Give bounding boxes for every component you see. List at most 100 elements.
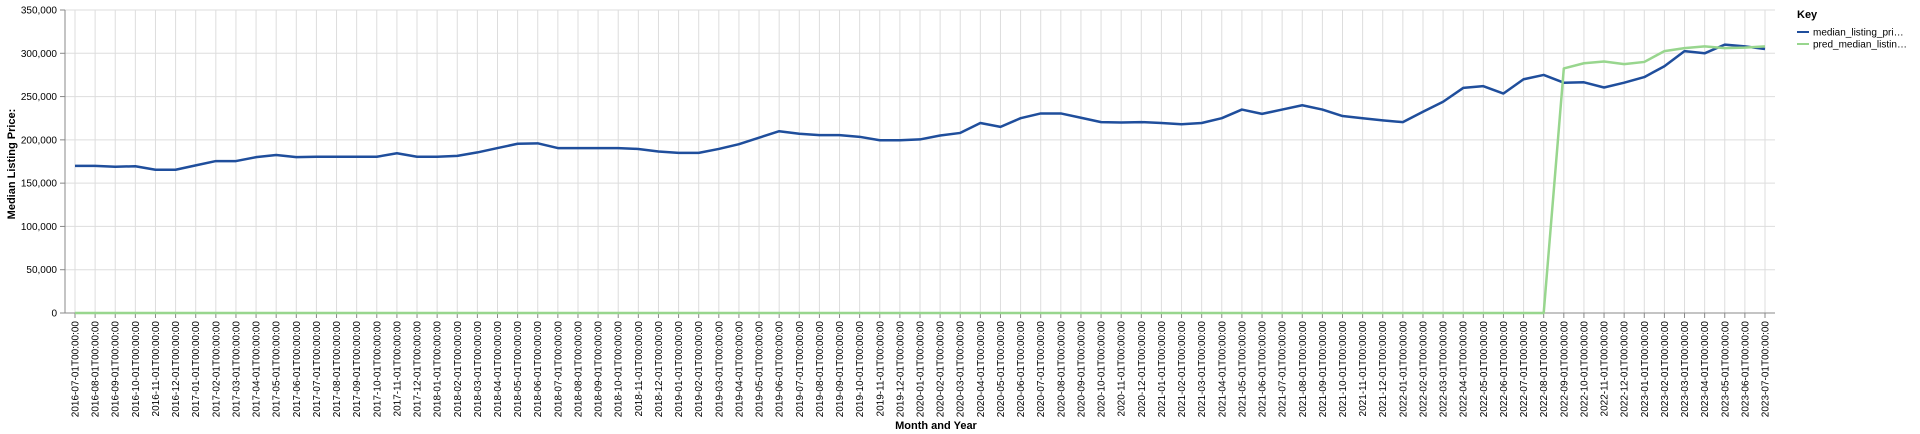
x-tick-label: 2017-04-01T00:00:00 [252, 321, 263, 418]
x-tick-label: 2022-02-01T00:00:00 [1418, 321, 1429, 418]
series-line-median-listing-pri[interactable] [75, 43, 1766, 171]
x-tick-label: 2022-03-01T00:00:00 [1439, 321, 1450, 418]
x-tick-label: 2016-10-01T00:00:00 [131, 321, 142, 418]
x-tick-label: 2018-01-01T00:00:00 [433, 321, 444, 418]
y-tick-label: 0 [51, 309, 57, 320]
gridlines [65, 9, 1775, 314]
x-tick-label: 2022-11-01T00:00:00 [1600, 321, 1611, 417]
x-axis-title: Month and Year [895, 420, 977, 432]
y-tick-label: 200,000 [21, 135, 58, 146]
x-tick-label: 2018-09-01T00:00:00 [594, 321, 605, 418]
x-tick-label: 2017-12-01T00:00:00 [413, 321, 424, 418]
x-tick-label: 2019-10-01T00:00:00 [855, 321, 866, 418]
x-tick-label: 2023-03-01T00:00:00 [1680, 321, 1691, 418]
x-tick-label: 2021-05-01T00:00:00 [1237, 321, 1248, 418]
x-tick-label: 2018-06-01T00:00:00 [533, 321, 544, 418]
x-tick-label: 2018-07-01T00:00:00 [553, 321, 564, 418]
x-tick-label: 2017-02-01T00:00:00 [211, 321, 222, 418]
x-tick-label: 2018-03-01T00:00:00 [473, 321, 484, 418]
x-tick-label: 2020-11-01T00:00:00 [1117, 321, 1128, 417]
x-tick-label: 2016-12-01T00:00:00 [171, 321, 182, 418]
x-tick-label: 2019-08-01T00:00:00 [815, 321, 826, 418]
x-tick-label: 2018-04-01T00:00:00 [493, 321, 504, 418]
x-tick-label: 2016-11-01T00:00:00 [151, 321, 162, 417]
legend-item-pred-median-listing-price[interactable]: pred_median_listin… [1797, 40, 1907, 51]
x-tick-label: 2017-11-01T00:00:00 [392, 321, 403, 417]
x-tick-label: 2021-08-01T00:00:00 [1298, 321, 1309, 418]
x-tick-label: 2018-08-01T00:00:00 [573, 321, 584, 418]
y-axis-title: Median Listing Price: [6, 109, 18, 220]
x-tick-label: 2018-05-01T00:00:00 [513, 321, 524, 418]
x-tick-label: 2021-12-01T00:00:00 [1378, 321, 1389, 418]
x-tick-label: 2023-06-01T00:00:00 [1740, 321, 1751, 418]
x-tick-label: 2020-10-01T00:00:00 [1097, 321, 1108, 418]
x-tick-label: 2017-01-01T00:00:00 [191, 321, 202, 418]
x-tick-label: 2021-03-01T00:00:00 [1197, 321, 1208, 418]
x-tick-label: 2019-07-01T00:00:00 [795, 321, 806, 418]
x-tick-label: 2016-07-01T00:00:00 [71, 321, 82, 418]
x-tick-label: 2021-01-01T00:00:00 [1157, 321, 1168, 418]
legend-item-median-listing-price[interactable]: median_listing_pri… [1797, 28, 1904, 39]
x-tick-label: 2020-04-01T00:00:00 [976, 321, 987, 418]
x-tick-label: 2022-12-01T00:00:00 [1620, 321, 1631, 418]
x-tick-label: 2022-10-01T00:00:00 [1579, 321, 1590, 418]
x-tick-label: 2020-09-01T00:00:00 [1076, 321, 1087, 418]
x-tick-label: 2017-09-01T00:00:00 [352, 321, 363, 418]
y-tick-label: 150,000 [21, 179, 58, 190]
x-tick-label: 2022-06-01T00:00:00 [1499, 321, 1510, 418]
legend-title: Key [1797, 9, 1818, 21]
x-tick-label: 2022-07-01T00:00:00 [1519, 321, 1530, 418]
x-tick-label: 2020-06-01T00:00:00 [1016, 321, 1027, 418]
x-tick-label: 2020-01-01T00:00:00 [916, 321, 927, 418]
x-tick-label: 2021-06-01T00:00:00 [1258, 321, 1269, 418]
x-tick-label: 2021-07-01T00:00:00 [1278, 321, 1289, 418]
x-tick-label: 2021-04-01T00:00:00 [1217, 321, 1228, 418]
legend-label-median-listing-price: median_listing_pri… [1813, 28, 1904, 39]
x-tick-label: 2020-02-01T00:00:00 [936, 321, 947, 418]
x-tick-label: 2020-05-01T00:00:00 [996, 321, 1007, 418]
x-tick-label: 2020-03-01T00:00:00 [956, 321, 967, 418]
x-tick-label: 2022-09-01T00:00:00 [1559, 321, 1570, 418]
x-axis: 2016-07-01T00:00:00 2016-08-01T00:00:00 20… [65, 312, 1775, 418]
x-tick-label: 2020-08-01T00:00:00 [1056, 321, 1067, 418]
x-tick-label: 2019-01-01T00:00:00 [674, 321, 685, 418]
x-tick-label: 2018-12-01T00:00:00 [654, 321, 665, 418]
x-tick-label: 2022-08-01T00:00:00 [1539, 321, 1550, 418]
x-tick-label: 2019-02-01T00:00:00 [694, 321, 705, 418]
x-tick-label: 2016-08-01T00:00:00 [91, 321, 102, 418]
y-tick-label: 350,000 [21, 6, 58, 17]
x-tick-label: 2017-08-01T00:00:00 [332, 321, 343, 418]
x-tick-label: 2022-04-01T00:00:00 [1459, 321, 1470, 418]
x-tick-label: 2017-07-01T00:00:00 [312, 321, 323, 418]
x-tick-label: 2021-10-01T00:00:00 [1338, 321, 1349, 418]
x-tick-label: 2018-10-01T00:00:00 [614, 321, 625, 418]
y-tick-label: 100,000 [21, 222, 58, 233]
x-tick-label: 2018-11-01T00:00:00 [634, 321, 645, 417]
x-tick-label: 2017-03-01T00:00:00 [231, 321, 242, 418]
x-tick-label: 2023-01-01T00:00:00 [1640, 321, 1651, 418]
x-tick-label: 2017-06-01T00:00:00 [292, 321, 303, 418]
x-tick-label: 2018-02-01T00:00:00 [453, 321, 464, 418]
x-tick-label: 2019-06-01T00:00:00 [775, 321, 786, 418]
legend-label-pred-median-listing-price: pred_median_listin… [1813, 40, 1907, 51]
x-tick-label: 2019-11-01T00:00:00 [875, 321, 886, 417]
x-tick-label: 2023-04-01T00:00:00 [1700, 321, 1711, 418]
x-tick-label: 2021-02-01T00:00:00 [1177, 321, 1188, 418]
x-tick-label: 2020-12-01T00:00:00 [1137, 321, 1148, 418]
x-tick-label: 2019-12-01T00:00:00 [895, 321, 906, 418]
x-tick-label: 2017-05-01T00:00:00 [272, 321, 283, 418]
x-tick-label: 2023-07-01T00:00:00 [1761, 321, 1772, 418]
x-tick-label: 2019-04-01T00:00:00 [734, 321, 745, 418]
x-tick-label: 2021-11-01T00:00:00 [1358, 321, 1369, 417]
x-tick-label: 2019-09-01T00:00:00 [835, 321, 846, 418]
x-tick-label: 2023-05-01T00:00:00 [1720, 321, 1731, 418]
series-line-pred-median-listin[interactable] [75, 45, 1766, 315]
y-tick-label: 250,000 [21, 92, 58, 103]
x-tick-label: 2022-05-01T00:00:00 [1479, 321, 1490, 418]
legend: Key median_listing_pri… pred_median_list… [1797, 9, 1907, 51]
y-tick-label: 50,000 [26, 265, 57, 276]
x-tick-label: 2023-02-01T00:00:00 [1660, 321, 1671, 418]
y-axis: 0 50,000 100,000 150,000 200,000 250,000 300,0… [21, 6, 66, 320]
x-tick-label: 2017-10-01T00:00:00 [372, 321, 383, 418]
